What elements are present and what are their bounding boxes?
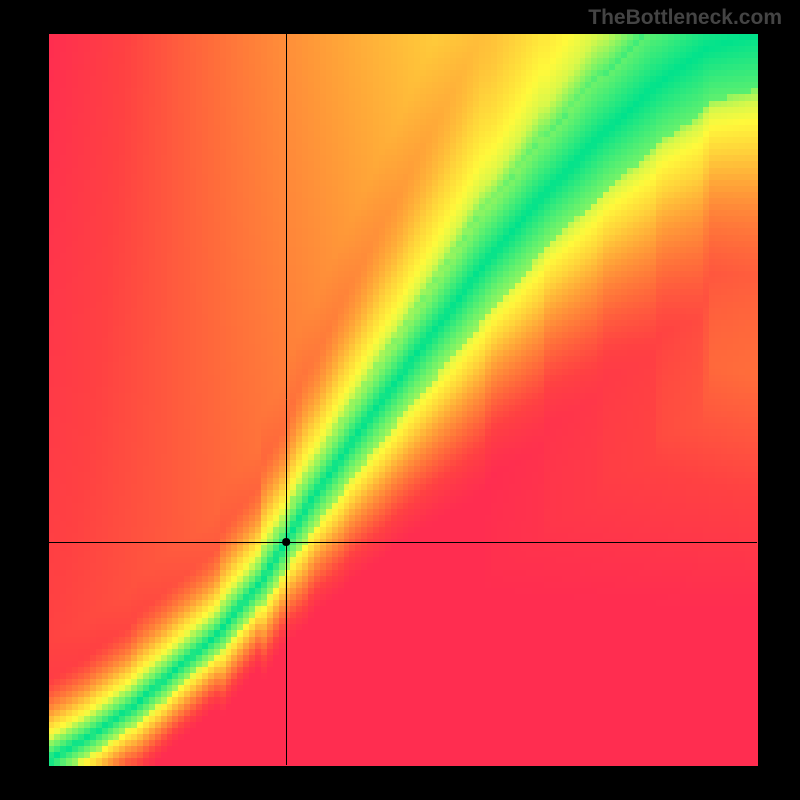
chart-container: TheBottleneck.com [0, 0, 800, 800]
bottleneck-heatmap [0, 0, 800, 800]
attribution-text: TheBottleneck.com [588, 6, 782, 30]
